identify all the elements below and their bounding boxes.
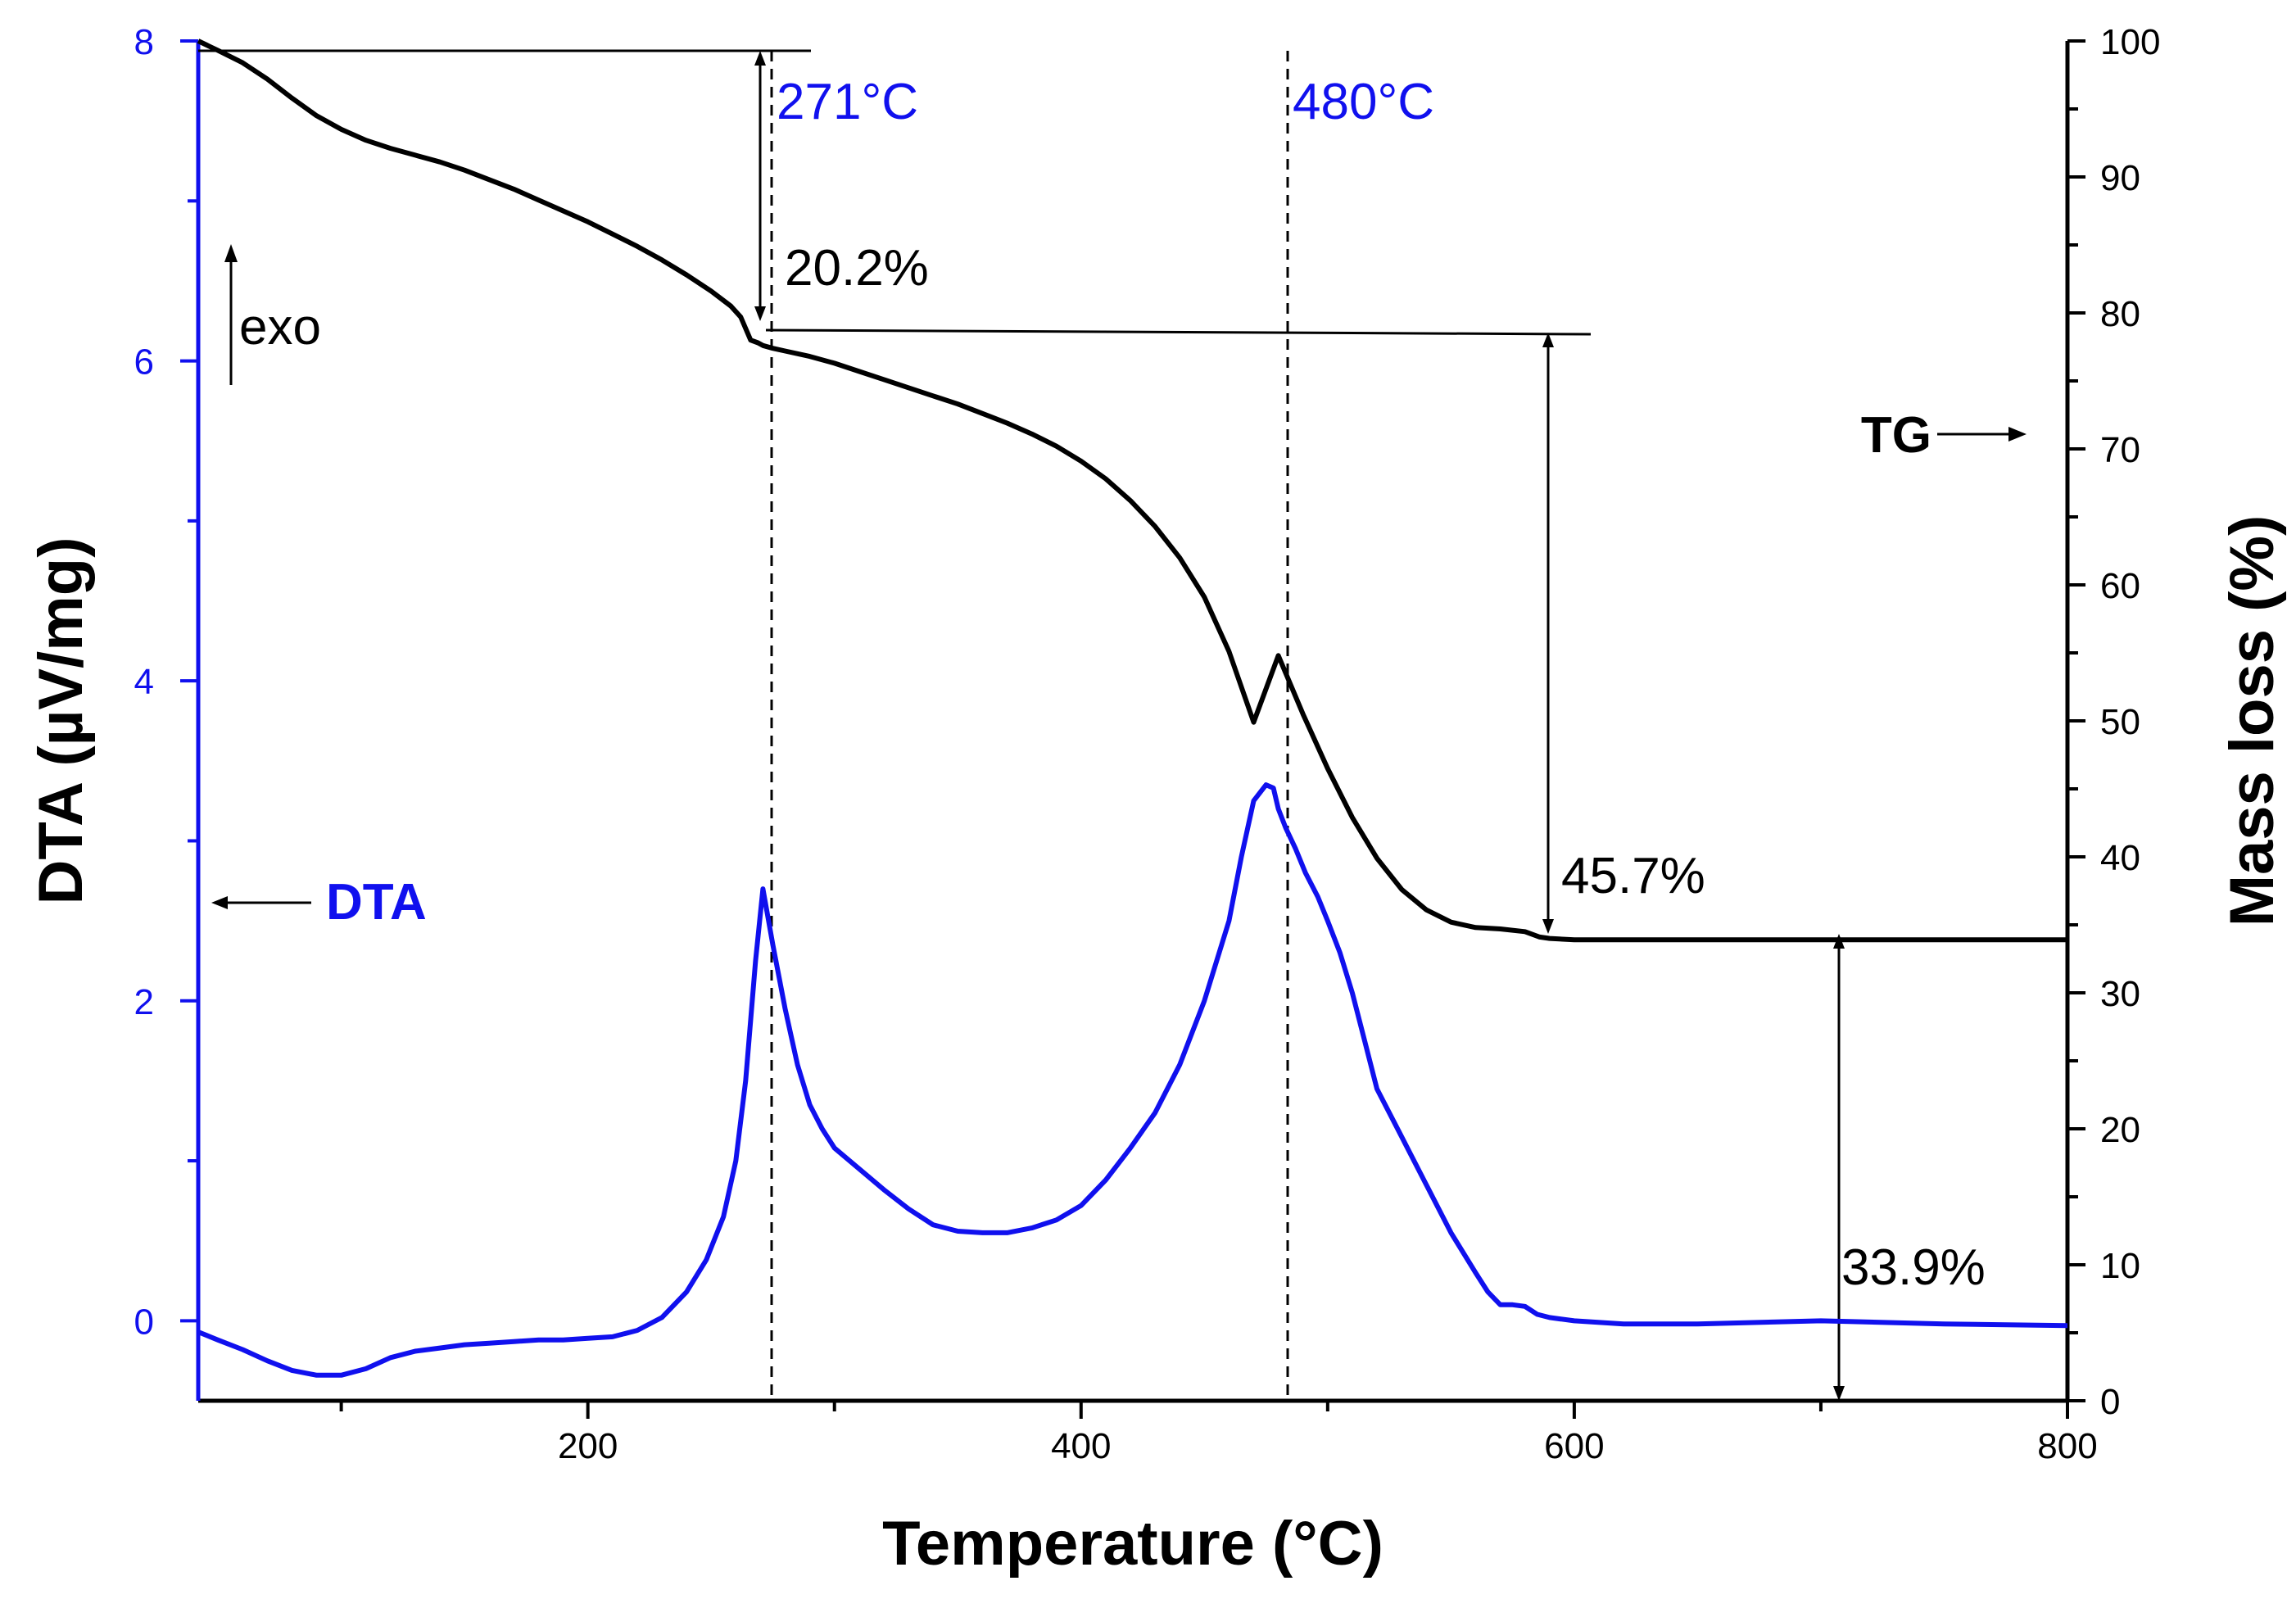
- x-tick-label: 800: [2037, 1426, 2097, 1466]
- exo-label: exo: [239, 299, 321, 356]
- tg-curve: [197, 39, 2067, 943]
- x-tick-label: 400: [1051, 1426, 1111, 1466]
- right-tick-label: 0: [2100, 1382, 2120, 1422]
- right-tick-label: 90: [2100, 158, 2140, 198]
- exo-arrow: [224, 244, 238, 385]
- loss1-arrow: [754, 51, 766, 321]
- left-tick-label: 2: [134, 982, 154, 1022]
- left-tick-label: 8: [134, 22, 154, 62]
- tg-pointer-arrow: [1937, 427, 2027, 442]
- step1-level-line: [765, 328, 1592, 336]
- left-tick-label: 0: [134, 1302, 154, 1342]
- x-tick-label: 200: [558, 1426, 618, 1466]
- left-tick-label: 4: [134, 662, 154, 702]
- right-tick-label: 40: [2100, 838, 2140, 878]
- right-tick-label: 60: [2100, 566, 2140, 606]
- right-tick-label: 100: [2100, 22, 2160, 62]
- right-tick-label: 80: [2100, 294, 2140, 334]
- loss2-label: 45.7%: [1561, 848, 1705, 904]
- dta-series-label: DTA: [326, 874, 427, 931]
- peak2-label: 480°C: [1293, 74, 1434, 130]
- right-axis-title: Mass loss (%): [2217, 515, 2287, 927]
- left-axis-title: DTA (µV/mg): [26, 537, 96, 904]
- left-tick-label: 6: [134, 342, 154, 383]
- loss2-arrow: [1542, 333, 1554, 934]
- residue-arrow: [1833, 934, 1845, 1401]
- tg-series-label: TG: [1861, 407, 1931, 464]
- right-tick-label: 30: [2100, 974, 2140, 1014]
- dta-pointer-arrow: [211, 896, 311, 909]
- x-axis-title: Temperature (°C): [882, 1509, 1383, 1579]
- right-tick-label: 10: [2100, 1246, 2140, 1286]
- right-tick-label: 50: [2100, 702, 2140, 742]
- right-tick-label: 70: [2100, 430, 2140, 470]
- loss1-label: 20.2%: [785, 240, 929, 297]
- peak1-label: 271°C: [777, 74, 918, 130]
- x-tick-label: 600: [1544, 1426, 1604, 1466]
- dta-curve: [197, 782, 2068, 1378]
- residue-label: 33.9%: [1841, 1239, 1986, 1296]
- right-tick-label: 20: [2100, 1110, 2140, 1150]
